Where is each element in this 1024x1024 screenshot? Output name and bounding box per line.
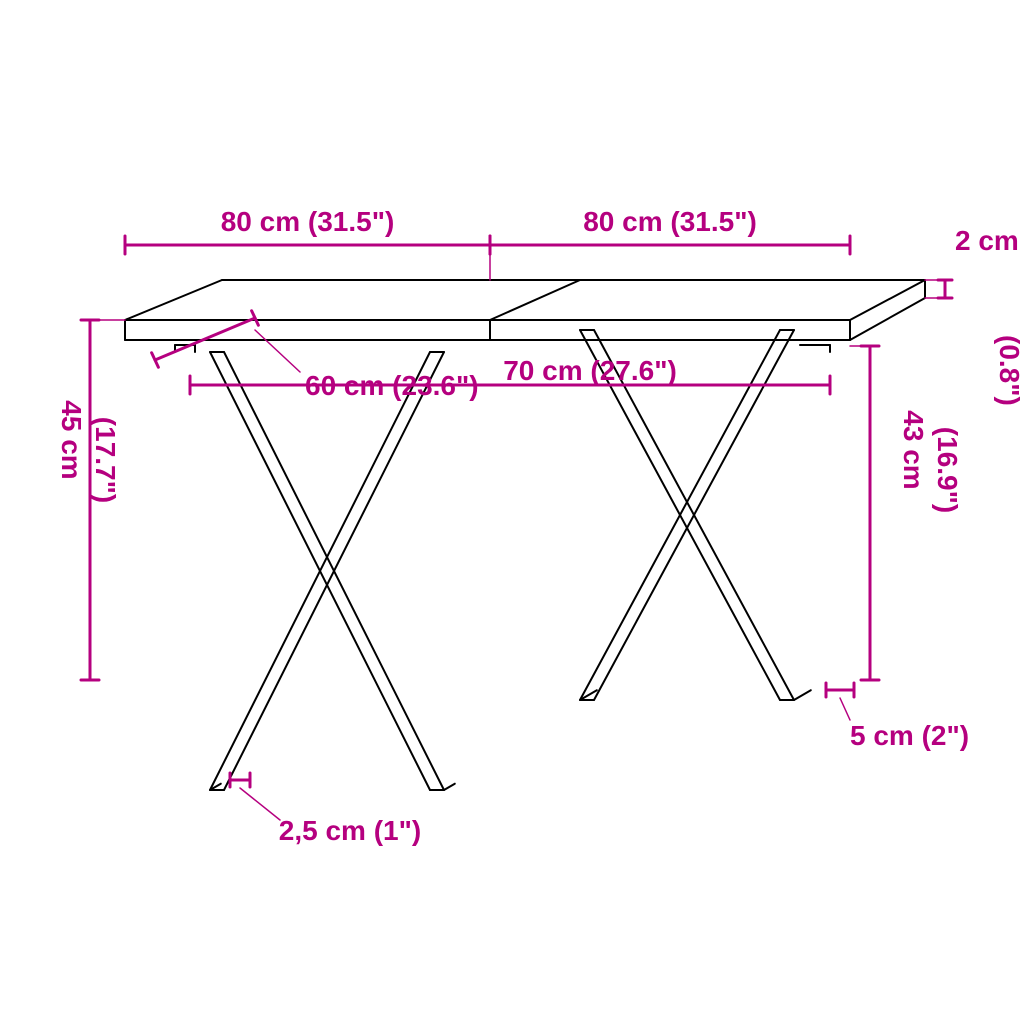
svg-text:80 cm (31.5"): 80 cm (31.5")	[221, 206, 395, 237]
svg-text:80 cm (31.5"): 80 cm (31.5")	[583, 206, 757, 237]
svg-text:45 cm: 45 cm	[56, 400, 87, 479]
svg-text:70 cm (27.6"): 70 cm (27.6")	[503, 355, 677, 386]
svg-text:5 cm (2"): 5 cm (2")	[850, 720, 969, 751]
svg-text:(0.8"): (0.8")	[994, 335, 1024, 406]
svg-text:60 cm (23.6"): 60 cm (23.6")	[305, 370, 479, 401]
svg-text:(17.7"): (17.7")	[90, 417, 121, 503]
svg-text:(16.9"): (16.9")	[932, 427, 963, 513]
svg-text:2,5 cm (1"): 2,5 cm (1")	[279, 815, 421, 846]
svg-text:2 cm: 2 cm	[955, 225, 1019, 256]
svg-text:43 cm: 43 cm	[898, 410, 929, 489]
